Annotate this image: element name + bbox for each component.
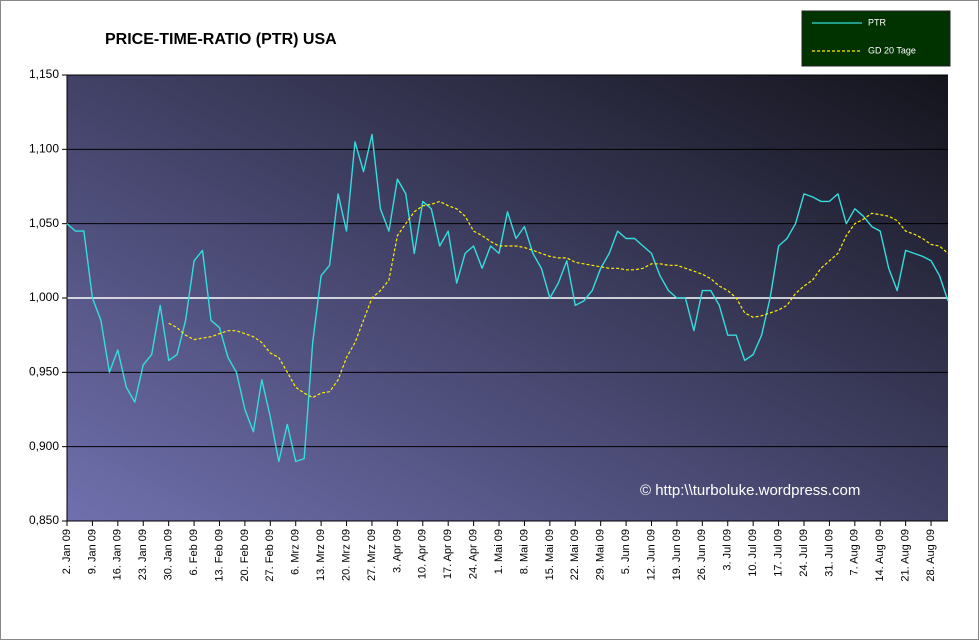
y-tick-label: 1,000 — [29, 290, 59, 304]
x-tick-label: 19. Jun 09 — [671, 529, 683, 580]
y-tick-label: 0,950 — [29, 365, 59, 379]
x-tick-label: 24. Apr 09 — [468, 529, 480, 579]
y-tick-label: 1,050 — [29, 216, 59, 230]
x-tick-label: 2. Jan 09 — [61, 529, 73, 574]
x-tick-label: 23. Jan 09 — [137, 529, 149, 580]
x-tick-label: 3. Apr 09 — [391, 529, 403, 573]
x-tick-label: 13. Feb 09 — [213, 529, 225, 582]
x-tick-label: 7. Aug 09 — [849, 529, 861, 576]
legend-label: GD 20 Tage — [868, 45, 916, 55]
x-tick-label: 14. Aug 09 — [874, 529, 886, 582]
x-tick-label: 17. Apr 09 — [442, 529, 454, 579]
x-tick-label: 20. Feb 09 — [239, 529, 251, 582]
x-tick-label: 10. Jul 09 — [747, 529, 759, 577]
x-tick-label: 8. Mai 09 — [518, 529, 530, 574]
x-tick-label: 6. Mrz 09 — [290, 529, 302, 575]
x-tick-label: 20. Mrz 09 — [340, 529, 352, 581]
x-tick-label: 3. Jul 09 — [722, 529, 734, 571]
chart-title: PRICE-TIME-RATIO (PTR) USA — [105, 31, 337, 48]
x-tick-label: 1. Mai 09 — [493, 529, 505, 574]
legend-label: PTR — [868, 17, 887, 27]
y-tick-label: 0,850 — [29, 513, 59, 527]
x-tick-label: 10. Apr 09 — [417, 529, 429, 579]
x-tick-label: 24. Jul 09 — [798, 529, 810, 577]
x-tick-label: 16. Jan 09 — [112, 529, 124, 580]
x-tick-label: 5. Jun 09 — [620, 529, 632, 574]
x-tick-label: 21. Aug 09 — [900, 529, 912, 582]
x-tick-label: 30. Jan 09 — [163, 529, 175, 580]
x-tick-label: 31. Jul 09 — [823, 529, 835, 577]
y-tick-label: 1,150 — [29, 67, 59, 81]
x-tick-label: 28. Aug 09 — [925, 529, 937, 582]
y-tick-label: 1,100 — [29, 142, 59, 156]
series-line — [66, 133, 949, 463]
x-tick-label: 27. Mrz 09 — [366, 529, 378, 581]
series-line — [168, 200, 949, 399]
x-tick-label: 12. Jun 09 — [645, 529, 657, 580]
x-tick-label: 15. Mai 09 — [544, 529, 556, 580]
x-tick-label: 27. Feb 09 — [264, 529, 276, 582]
x-tick-label: 13. Mrz 09 — [315, 529, 327, 581]
x-tick-label: 9. Jan 09 — [86, 529, 98, 574]
x-tick-label: 17. Jul 09 — [772, 529, 784, 577]
x-tick-label: 29. Mai 09 — [595, 529, 607, 580]
x-tick-label: 26. Jun 09 — [696, 529, 708, 580]
legend — [801, 10, 951, 67]
y-tick-label: 0,900 — [29, 439, 59, 453]
x-tick-label: 6. Feb 09 — [188, 529, 200, 575]
annotation: © http:\\turboluke.wordpress.com — [640, 482, 860, 499]
x-tick-label: 22. Mai 09 — [569, 529, 581, 580]
